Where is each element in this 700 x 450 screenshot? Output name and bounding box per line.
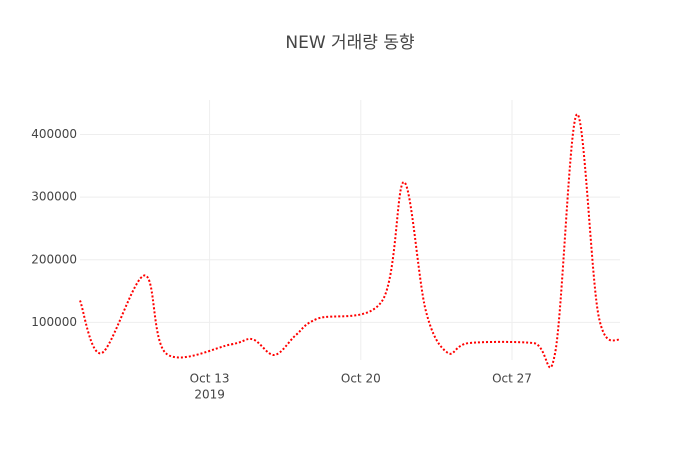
y-tick-label: 400000 [31, 127, 77, 141]
y-tick-label: 300000 [31, 190, 77, 204]
x-tick-label: Oct 27 [492, 372, 532, 386]
chart-title: NEW 거래량 동향 [285, 33, 414, 53]
x-tick-label: Oct 13 [190, 372, 230, 386]
x-tick-label: Oct 20 [341, 372, 381, 386]
y-tick-label: 100000 [31, 315, 77, 329]
line-series [79, 113, 621, 369]
x-year-label: 2019 [194, 388, 225, 402]
y-tick-label: 200000 [31, 252, 77, 266]
